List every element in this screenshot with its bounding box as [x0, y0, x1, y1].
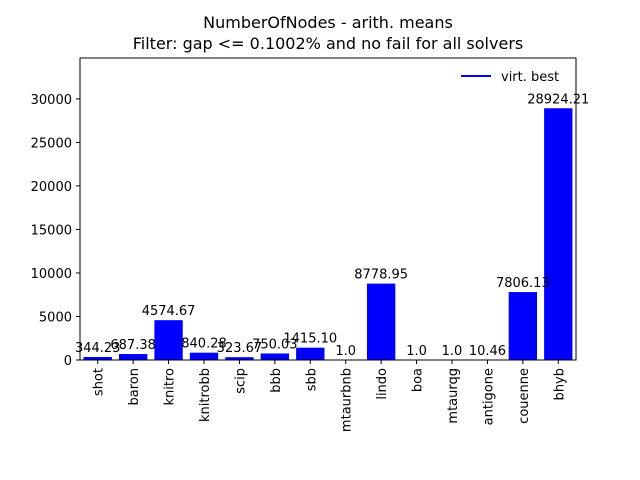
- axes-border: [79, 57, 577, 361]
- bar-knitrobb: [189, 352, 219, 360]
- x-tick-label-antigone: antigone: [481, 368, 496, 425]
- x-tick-label-baron: baron: [127, 368, 142, 405]
- x-tick-label-mtaurbnb: mtaurbnb: [340, 368, 355, 432]
- data-label-sbb: 1415.10: [283, 332, 337, 347]
- x-tick-label-bhyb: bhyb: [552, 368, 567, 400]
- x-tick-label-lindo: lindo: [375, 368, 390, 400]
- x-tick-label-shot: shot: [92, 368, 107, 396]
- chart-title: NumberOfNodes - arith. means: [203, 13, 453, 32]
- bar-knitro: [154, 320, 183, 360]
- data-label-couenne: 7806.13: [496, 276, 550, 291]
- data-label-shot: 344.23: [75, 341, 121, 356]
- x-tick-label-knitrobb: knitrobb: [198, 368, 213, 422]
- y-axis: 0 5000 10000 15000 20000 25000 30000: [31, 93, 80, 369]
- x-tick-label-mtaurqg: mtaurqg: [446, 368, 461, 424]
- bars-group: [83, 108, 573, 360]
- data-label-bbb: 750.03: [252, 337, 298, 352]
- data-label-lindo: 8778.95: [354, 268, 408, 283]
- y-tick-label-30000: 30000: [31, 93, 72, 108]
- data-label-antigone: 10.46: [469, 344, 506, 359]
- y-tick-label-10000: 10000: [31, 267, 72, 282]
- bar-couenne: [508, 292, 538, 360]
- axes-frame: [79, 57, 577, 361]
- x-tick-label-scip: scip: [233, 368, 248, 394]
- bar-lindo: [366, 283, 396, 360]
- y-tick-label-15000: 15000: [31, 223, 72, 238]
- x-tick-label-bbb: bbb: [269, 368, 284, 393]
- data-label-knitrobb: 840.28: [181, 337, 227, 352]
- data-label-mtaurqg: 1.0: [442, 344, 463, 359]
- x-tick-label-boa: boa: [411, 368, 426, 392]
- data-label-knitro: 4574.67: [142, 304, 196, 319]
- chart-subtitle: Filter: gap <= 0.1002% and no fail for a…: [133, 34, 523, 53]
- y-tick-label-5000: 5000: [39, 310, 72, 325]
- bar-bbb: [260, 353, 290, 360]
- y-tick-label-0: 0: [64, 354, 72, 369]
- y-tick-label-20000: 20000: [31, 180, 72, 195]
- x-axis: shot baron knitro knitrobb scip bbb sbb mtaurbn…: [92, 360, 567, 432]
- data-label-scip: 323.67: [217, 341, 263, 356]
- bar-sbb: [296, 347, 325, 360]
- y-tick-label-25000: 25000: [31, 136, 72, 151]
- data-label-boa: 1.0: [406, 344, 427, 359]
- data-label-baron: 687.38: [110, 338, 156, 353]
- bar-shot: [83, 357, 112, 360]
- legend-label: virt. best: [501, 70, 559, 85]
- bar-bhyb: [544, 108, 573, 360]
- bar-baron: [118, 354, 148, 360]
- x-tick-label-sbb: sbb: [304, 368, 319, 391]
- data-label-mtaurbnb: 1.0: [335, 344, 356, 359]
- x-tick-label-couenne: couenne: [517, 368, 532, 424]
- legend: virt. best: [461, 70, 559, 85]
- bar-scip: [225, 357, 254, 360]
- data-label-bhyb: 28924.21: [527, 92, 589, 107]
- x-tick-label-knitro: knitro: [163, 368, 178, 406]
